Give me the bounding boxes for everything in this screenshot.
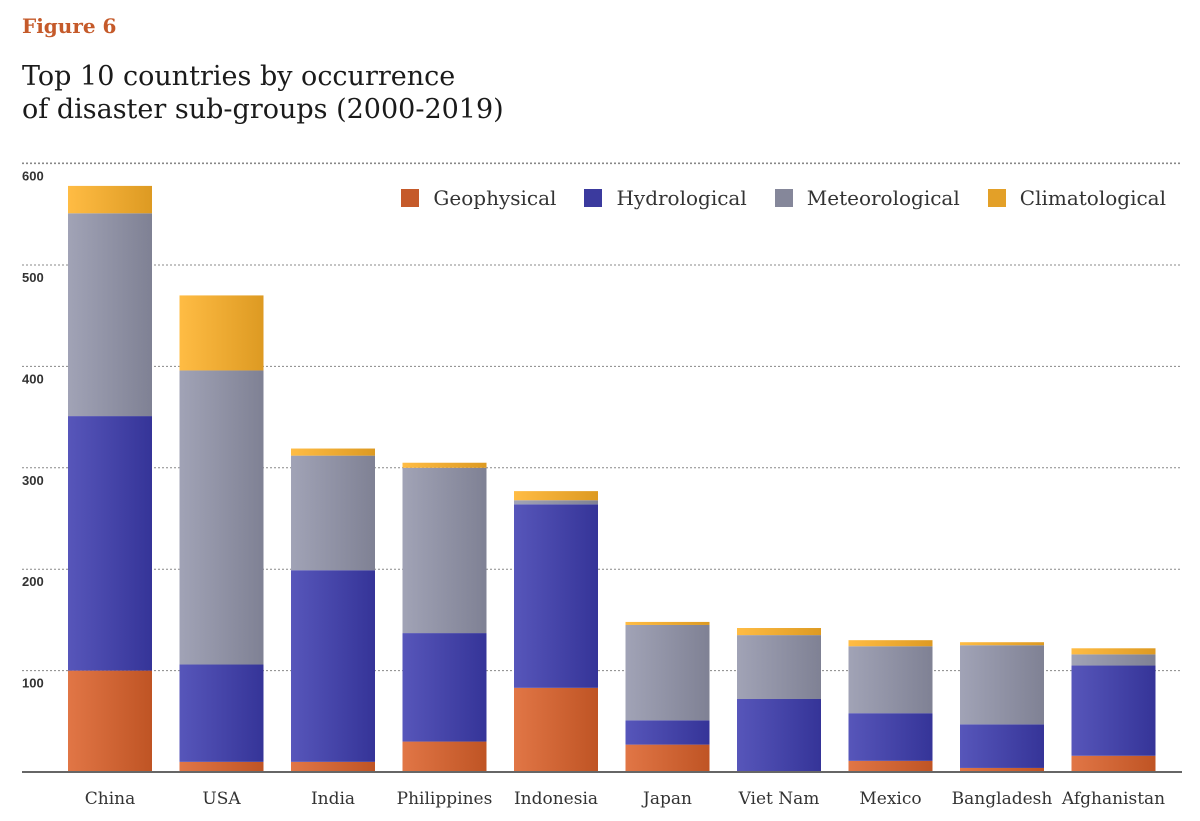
legend-item-geophysical: Geophysical	[401, 186, 556, 210]
bar-segment-meteorological	[848, 646, 933, 714]
x-tick-label: Indonesia	[514, 789, 598, 809]
legend-item-climatological: Climatological	[987, 186, 1166, 210]
chart-title: Top 10 countries by occurrence of disast…	[22, 60, 504, 126]
x-tick-label: Mexico	[859, 789, 921, 809]
bar-segment-climatological	[960, 642, 1044, 646]
x-tick-label: Afghanistan	[1061, 789, 1165, 809]
y-tick-label: 400	[22, 371, 44, 386]
legend: Geophysical Hydrological Meteorological Cli…	[401, 186, 1166, 210]
bar-segment-meteorological	[68, 213, 152, 417]
legend-swatch	[401, 189, 420, 207]
x-tick-label: Japan	[641, 789, 692, 809]
bar-segment-climatological	[179, 295, 264, 371]
bar-segment-meteorological	[960, 645, 1044, 725]
bar-segment-geophysical	[514, 687, 598, 772]
bar-segment-hydrological	[179, 664, 264, 762]
bar-segment-climatological	[625, 621, 710, 625]
y-tick-label: 300	[22, 473, 44, 488]
x-tick-label: China	[85, 789, 135, 809]
bar-segment-meteorological	[737, 635, 821, 699]
bar-segment-meteorological	[291, 455, 375, 571]
y-tick-label: 500	[22, 270, 44, 285]
legend-swatch	[774, 189, 793, 207]
bar-segment-meteorological	[625, 624, 710, 721]
bar-segment-geophysical	[402, 741, 487, 772]
figure-label: Figure 6	[22, 14, 117, 38]
bar-segment-climatological	[514, 491, 598, 501]
legend-swatch	[987, 189, 1006, 207]
bars	[22, 185, 1182, 773]
x-tick-label: Bangladesh	[952, 789, 1053, 809]
y-axis-ticks: 100 200 300 400 500 600	[22, 169, 44, 691]
bar-segment-hydrological	[1071, 665, 1156, 756]
bar-segment-hydrological	[848, 713, 933, 761]
bar-segment-geophysical	[179, 761, 264, 772]
bar-segment-climatological	[291, 448, 375, 456]
y-tick-label: 200	[22, 574, 44, 589]
x-tick-label: Philippines	[397, 789, 493, 809]
bar-segment-climatological	[848, 640, 933, 647]
bar-segment-geophysical	[625, 744, 710, 772]
x-axis-ticks: China USA India Philippines Indonesia Japan Vi…	[85, 789, 1165, 809]
bar-segment-climatological	[1071, 648, 1156, 655]
bar-segment-meteorological	[402, 467, 487, 634]
x-tick-label: USA	[202, 789, 241, 809]
y-tick-label: 600	[22, 169, 44, 184]
bar-segment-geophysical	[1071, 755, 1156, 772]
chart-title-line-2: of disaster sub-groups (2000-2019)	[22, 94, 504, 125]
bar-segment-hydrological	[514, 504, 598, 688]
legend-label: Climatological	[1019, 186, 1166, 210]
bar-segment-geophysical	[960, 767, 1044, 772]
bar-segment-meteorological	[1071, 654, 1156, 666]
bar-segment-geophysical	[291, 761, 375, 772]
bar-segment-hydrological	[68, 416, 152, 671]
bar-segment-meteorological	[179, 370, 264, 665]
bar-segment-geophysical	[848, 760, 933, 772]
bar-segment-hydrological	[960, 724, 1044, 768]
y-tick-label: 100	[22, 676, 44, 691]
bar-segment-hydrological	[737, 698, 821, 772]
bar-segment-climatological	[402, 462, 487, 468]
bar-segment-meteorological	[514, 500, 598, 505]
legend-label: Meteorological	[806, 186, 960, 210]
legend-item-hydrological: Hydrological	[584, 186, 747, 210]
legend-swatch	[584, 189, 603, 207]
bar-segment-hydrological	[291, 570, 375, 762]
bar-segment-hydrological	[402, 633, 487, 742]
x-tick-label: India	[311, 789, 355, 809]
bar-segment-geophysical	[68, 670, 152, 772]
legend-label: Geophysical	[433, 186, 557, 210]
chart-title-line-1: Top 10 countries by occurrence	[22, 61, 456, 92]
bar-segment-climatological	[737, 628, 821, 636]
x-tick-label: Viet Nam	[738, 789, 820, 809]
legend-item-meteorological: Meteorological	[774, 186, 960, 210]
legend-label: Hydrological	[616, 186, 747, 210]
bar-segment-climatological	[68, 185, 152, 214]
bar-segment-hydrological	[625, 720, 710, 745]
